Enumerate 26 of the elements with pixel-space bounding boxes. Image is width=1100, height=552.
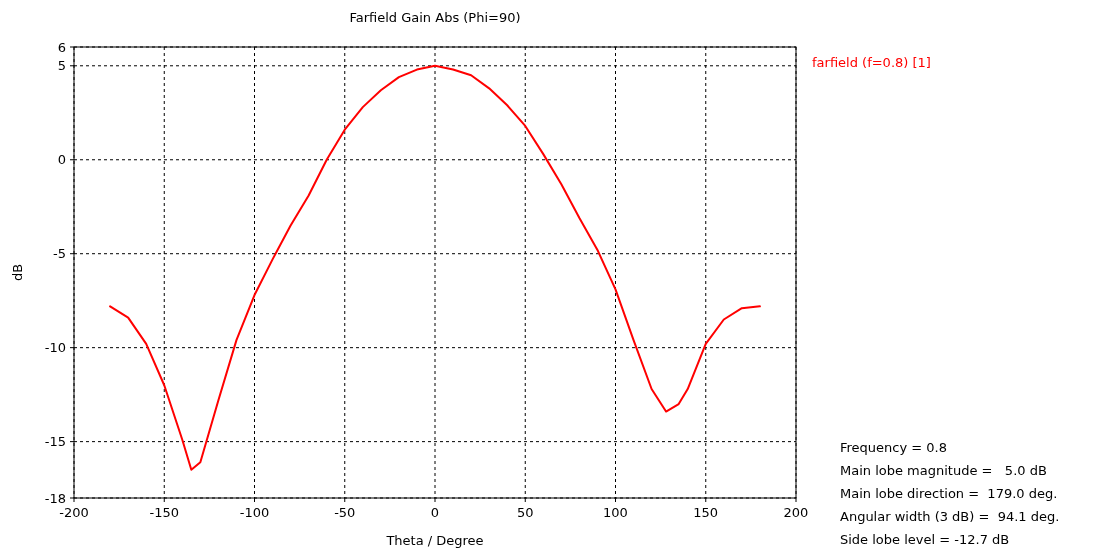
x-tick-label: -200	[59, 505, 89, 520]
x-tick-label: 200	[783, 505, 809, 520]
y-tick-label: 5	[57, 58, 66, 74]
x-tick-label: 0	[430, 505, 440, 520]
y-tick-label: -18	[44, 490, 66, 506]
x-tick-label: 50	[516, 505, 534, 520]
text: Angular width (3 dB) = 94.1 deg.	[840, 509, 1060, 524]
text: Frequency = 0.8	[840, 440, 947, 455]
x-tick-label: 150	[693, 505, 719, 520]
text: Side lobe level = -12.7 dB	[840, 532, 1010, 547]
chart-title: Farfield Gain Abs (Phi=90)	[349, 10, 521, 25]
text: Main lobe direction = 179.0 deg.	[840, 486, 1058, 501]
y-tick-label: -10	[44, 340, 66, 356]
text: farfield (f=0.8) [1]	[812, 55, 931, 70]
text: Main lobe magnitude = 5.0 dB	[840, 463, 1047, 478]
x-tick-label: -150	[149, 505, 180, 520]
x-tick-label: 100	[603, 505, 628, 520]
x-tick-label: -50	[334, 505, 356, 520]
y-axis-title: dB	[10, 263, 25, 282]
x-tick-label: -100	[239, 505, 270, 520]
line-series	[109, 64, 761, 471]
y-tick-label: 6	[57, 39, 66, 55]
y-tick-label: 0	[57, 152, 66, 168]
x-axis-title: Theta / Degree	[385, 533, 484, 548]
y-tick-label: -15	[44, 434, 66, 450]
y-tick-label: -5	[53, 246, 66, 262]
